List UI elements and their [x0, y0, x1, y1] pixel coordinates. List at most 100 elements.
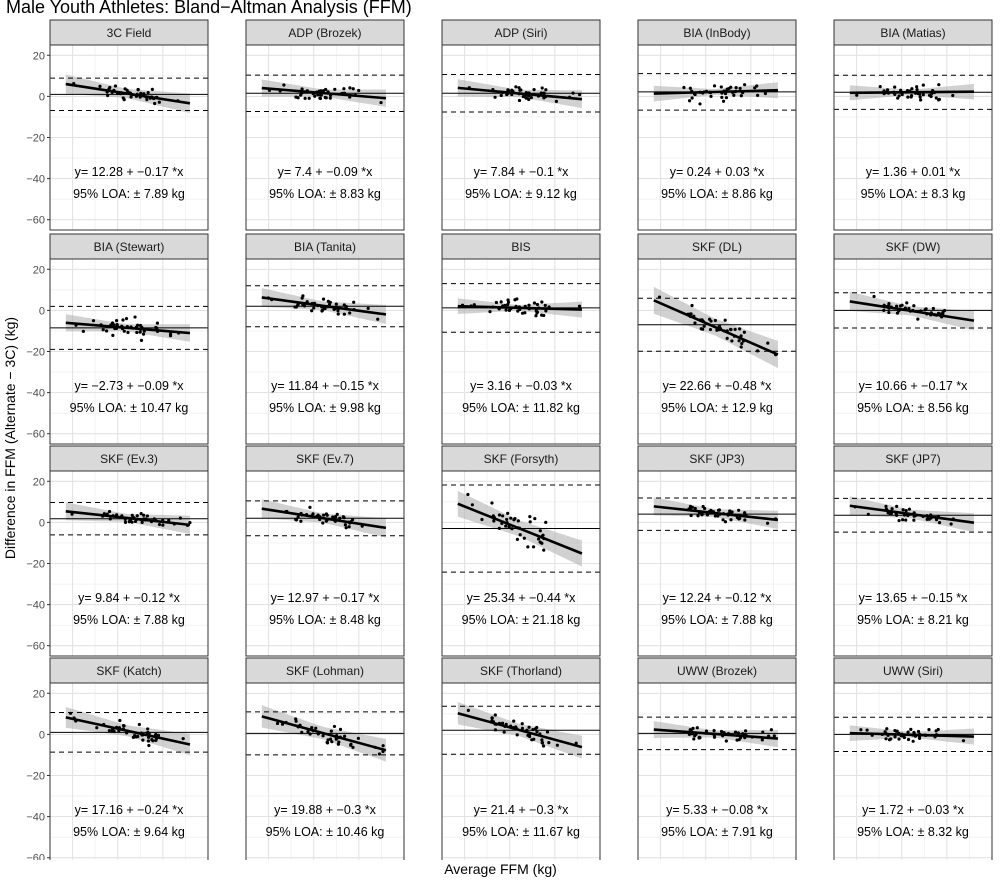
data-point [81, 329, 85, 333]
data-point [127, 520, 131, 524]
data-point [516, 519, 520, 523]
data-point [155, 321, 160, 325]
data-point [961, 739, 966, 743]
data-point [124, 317, 129, 321]
strip-bg [637, 233, 797, 260]
data-point [896, 96, 900, 100]
data-point [855, 93, 859, 97]
regression-line [457, 304, 582, 311]
data-point [951, 93, 955, 98]
strip-bg [833, 657, 993, 684]
y-tick-label: −60 [26, 215, 45, 227]
strip-label: SKF (DL) [692, 240, 742, 254]
data-point [343, 734, 347, 738]
data-point [912, 730, 916, 735]
strip-bg [49, 233, 209, 260]
data-point [333, 514, 338, 519]
regression-line [849, 300, 975, 322]
data-point [517, 98, 522, 103]
data-point [516, 309, 520, 313]
data-point [522, 536, 526, 540]
data-point [376, 317, 380, 321]
data-point [501, 514, 505, 518]
data-point [540, 300, 544, 304]
data-point [497, 526, 501, 530]
data-point [377, 752, 382, 756]
data-point [499, 300, 503, 304]
panel-border [441, 44, 601, 231]
data-point [900, 92, 904, 97]
data-point [344, 526, 348, 530]
regression-equation: y= 13.65 + −0.15 *x [859, 591, 969, 605]
panel-16: SKF (Lohman) y= 19.88 + −0.3 *x 95% LOA: ±… [245, 657, 405, 860]
data-point [931, 306, 935, 311]
strip-label: SKF (Lohman) [286, 664, 364, 678]
data-point [734, 86, 738, 90]
data-point [490, 716, 494, 720]
data-point [708, 327, 713, 332]
loa-annotation: 95% LOA: ± 21.18 kg [462, 613, 581, 627]
y-tick-label: −40 [26, 600, 45, 612]
data-point [882, 308, 886, 312]
data-point [772, 734, 776, 738]
data-point [689, 513, 693, 518]
data-point [523, 311, 527, 315]
data-point [122, 329, 126, 333]
data-point [704, 729, 709, 733]
data-point [738, 327, 742, 331]
data-point [688, 504, 693, 509]
data-point [893, 735, 897, 739]
data-point [357, 88, 361, 93]
data-point [533, 516, 537, 521]
data-point [735, 738, 739, 742]
data-point [137, 722, 141, 727]
data-point [335, 512, 339, 517]
data-point [743, 83, 747, 87]
loa-annotation: 95% LOA: ± 12.9 kg [661, 401, 773, 415]
data-point [504, 524, 508, 528]
data-point [157, 522, 162, 527]
data-point [300, 730, 304, 734]
data-point [698, 102, 702, 106]
data-point [721, 518, 725, 522]
data-point [520, 722, 524, 726]
panel-border [637, 470, 797, 657]
strip-bg [49, 19, 209, 46]
data-point [730, 510, 734, 514]
strip-label: SKF (DW) [886, 240, 941, 254]
strip-bg [49, 445, 209, 472]
data-point [512, 518, 516, 522]
data-point [725, 87, 729, 91]
data-point [322, 306, 326, 311]
data-point [541, 744, 546, 748]
data-point [515, 537, 520, 541]
loa-annotation: 95% LOA: ± 10.47 kg [70, 401, 189, 415]
data-point [381, 744, 385, 748]
data-point [348, 86, 352, 90]
data-point [915, 88, 919, 92]
data-point [878, 85, 882, 89]
data-point [68, 711, 73, 715]
data-point [470, 503, 474, 507]
y-tick-label: −40 [26, 174, 45, 186]
data-point [524, 96, 528, 100]
panel-18: UWW (Brozek) y= 5.33 + −0.08 *x 95% LOA: ±… [637, 657, 797, 860]
regression-line [653, 88, 778, 95]
data-point [320, 309, 324, 313]
data-point [719, 729, 724, 734]
data-point [700, 512, 704, 516]
data-point [111, 333, 115, 337]
data-point [755, 349, 760, 353]
data-point [554, 99, 559, 103]
y-tick-label: −20 [26, 771, 45, 783]
loa-annotation: 95% LOA: ± 11.82 kg [462, 401, 580, 415]
regression-line [261, 715, 387, 752]
data-point [724, 739, 728, 743]
strip-label: SKF (Forsyth) [484, 452, 559, 466]
data-point [324, 87, 328, 92]
data-point [294, 518, 298, 522]
data-point [331, 515, 335, 519]
panel-border [441, 258, 601, 445]
data-point [348, 311, 352, 315]
regression-line [653, 505, 779, 522]
